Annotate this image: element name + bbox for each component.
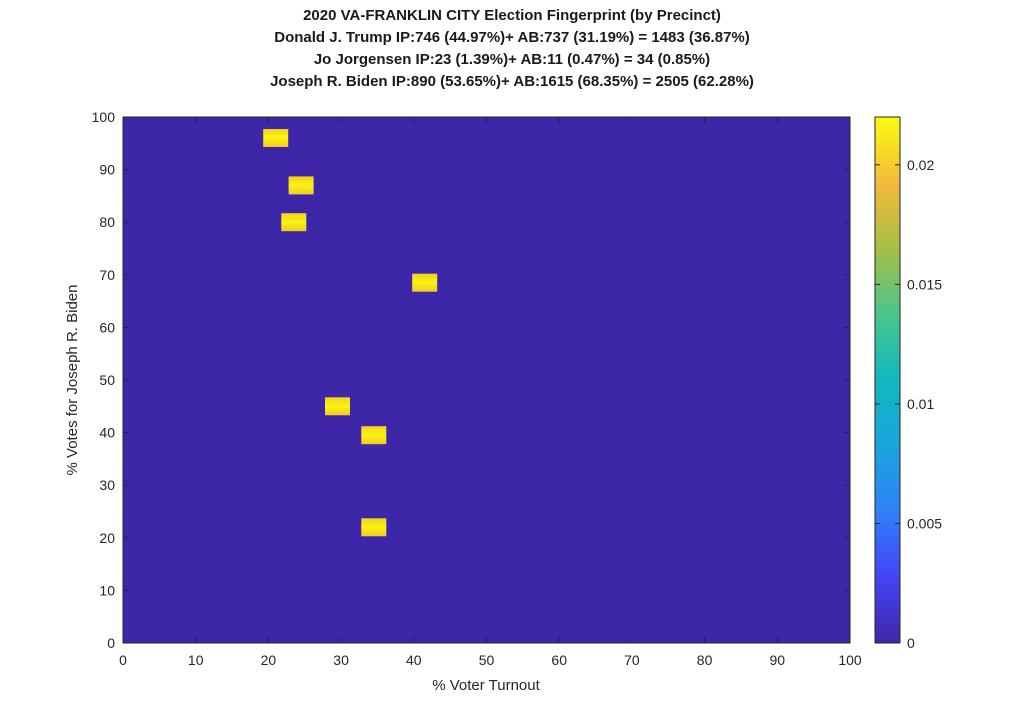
y-tick-label: 50 <box>99 372 115 388</box>
x-tick-label: 50 <box>479 652 495 668</box>
y-tick-label: 60 <box>99 319 115 335</box>
colorbar-tick-label: 0.02 <box>907 157 934 173</box>
x-tick-label: 60 <box>551 652 567 668</box>
x-axis: 0 10 20 30 40 50 60 70 80 90 100 <box>119 117 862 668</box>
heatmap-cells <box>263 129 438 537</box>
heatmap-cell <box>288 176 314 195</box>
y-tick-label: 100 <box>92 109 116 125</box>
y-tick-label: 80 <box>99 214 115 230</box>
heatmap-cell <box>412 273 438 292</box>
colorbar-tick-label: 0.015 <box>907 276 942 292</box>
heatmap-cell <box>325 397 350 416</box>
heatmap-cell <box>361 426 387 445</box>
y-tick-label: 70 <box>99 267 115 283</box>
x-tick-label: 100 <box>838 652 862 668</box>
y-tick-label: 30 <box>99 477 115 493</box>
x-tick-label: 70 <box>624 652 640 668</box>
plot-background <box>123 117 850 643</box>
y-tick-label: 40 <box>99 425 115 441</box>
x-tick-label: 30 <box>333 652 349 668</box>
y-tick-label: 20 <box>99 530 115 546</box>
colorbar <box>874 116 901 644</box>
y-axis-label: % Votes for Joseph R. Biden <box>64 285 81 476</box>
y-axis: 0 10 20 30 40 50 60 70 80 90 100 <box>92 109 850 651</box>
x-tick-label: 0 <box>119 652 127 668</box>
heatmap-cell <box>281 213 307 232</box>
colorbar-tick-label: 0 <box>907 635 915 651</box>
y-tick-label: 10 <box>99 582 115 598</box>
y-tick-label: 90 <box>99 162 115 178</box>
heatmap-cell <box>361 518 387 537</box>
x-tick-label: 10 <box>188 652 204 668</box>
x-tick-label: 90 <box>770 652 786 668</box>
colorbar-tick-label: 0.005 <box>907 515 942 531</box>
title-line-1: 2020 VA-FRANKLIN CITY Election Fingerpri… <box>303 7 721 24</box>
title-line-3: Jo Jorgensen IP:23 (1.39%)+ AB:11 (0.47%… <box>313 51 711 68</box>
x-tick-label: 40 <box>406 652 422 668</box>
x-tick-label: 80 <box>697 652 713 668</box>
colorbar-tick-label: 0.01 <box>907 396 934 412</box>
x-tick-label: 20 <box>261 652 277 668</box>
title-line-2: Donald J. Trump IP:746 (44.97%)+ AB:737 … <box>274 29 750 46</box>
title-line-4: Joseph R. Biden IP:890 (53.65%)+ AB:1615… <box>270 73 754 90</box>
x-axis-label: % Voter Turnout <box>432 677 540 694</box>
y-tick-label: 0 <box>107 635 115 651</box>
colorbar-ticks: 0 0.005 0.01 0.015 0.02 <box>875 157 942 651</box>
heatmap-cell <box>263 129 289 147</box>
chart-title: 2020 VA-FRANKLIN CITY Election Fingerpri… <box>0 5 1024 93</box>
